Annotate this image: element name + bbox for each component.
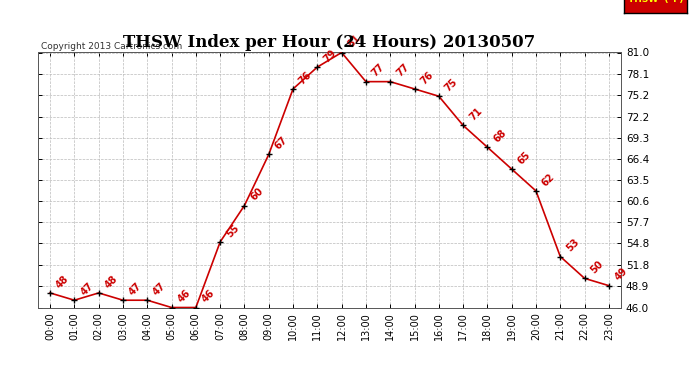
Text: 53: 53 xyxy=(564,237,581,254)
Text: 46: 46 xyxy=(200,288,217,305)
Text: 65: 65 xyxy=(516,150,533,166)
Text: 75: 75 xyxy=(443,77,460,93)
Text: 47: 47 xyxy=(127,281,144,297)
Text: 48: 48 xyxy=(55,273,71,290)
Text: 55: 55 xyxy=(224,222,241,239)
Title: THSW Index per Hour (24 Hours) 20130507: THSW Index per Hour (24 Hours) 20130507 xyxy=(124,34,535,51)
Text: 47: 47 xyxy=(151,281,168,297)
Text: 48: 48 xyxy=(103,273,119,290)
Text: Copyright 2013 Cartronics.com: Copyright 2013 Cartronics.com xyxy=(41,42,182,51)
Text: THSW  (°F): THSW (°F) xyxy=(628,0,683,4)
Text: 76: 76 xyxy=(297,69,314,86)
Text: 67: 67 xyxy=(273,135,290,152)
Text: 49: 49 xyxy=(613,266,630,283)
Text: 68: 68 xyxy=(491,128,509,144)
Text: 81: 81 xyxy=(346,33,362,50)
Text: 77: 77 xyxy=(395,62,411,79)
Text: 62: 62 xyxy=(540,171,557,188)
Text: 60: 60 xyxy=(248,186,265,203)
Text: 50: 50 xyxy=(589,259,605,276)
Text: 76: 76 xyxy=(419,69,435,86)
Text: 71: 71 xyxy=(467,106,484,123)
Text: 47: 47 xyxy=(79,281,95,297)
Text: 77: 77 xyxy=(370,62,386,79)
Text: 46: 46 xyxy=(176,288,193,305)
Text: 79: 79 xyxy=(322,48,338,64)
